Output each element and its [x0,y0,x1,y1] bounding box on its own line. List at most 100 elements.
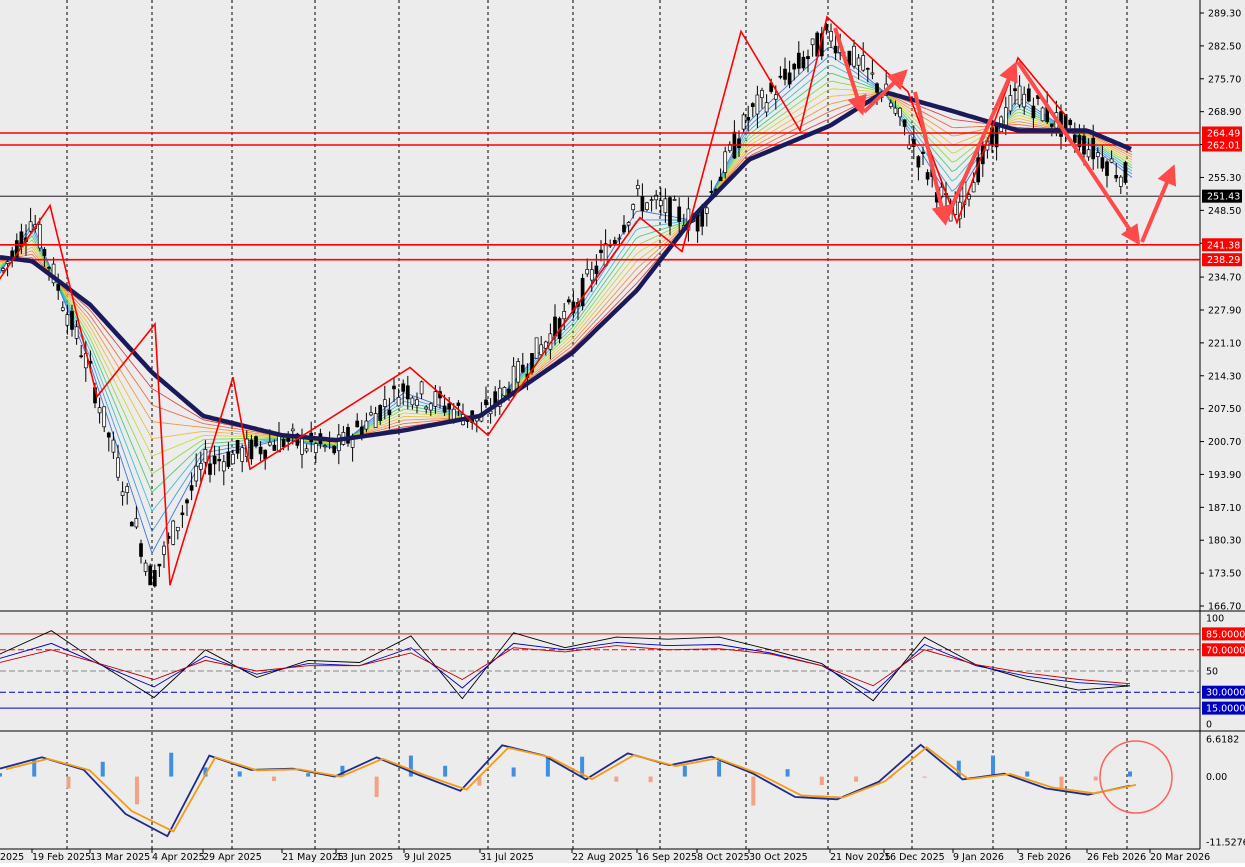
candle [806,49,810,73]
histogram-bar [0,773,2,777]
moving-average [0,89,1132,443]
level-price-tag [1202,253,1242,267]
candle [336,423,341,465]
level-price-tag [1202,126,1242,140]
candle [566,296,571,305]
level-price-label: 238.29 [1207,255,1240,266]
candle [42,247,47,267]
candle [189,472,194,501]
level-price-label: 264.49 [1207,129,1240,140]
candle [645,201,649,212]
oscillator-level-tag [1202,627,1245,641]
candle [778,66,783,80]
x-tick-label: 9 Jul 2025 [404,852,452,863]
candle [392,377,396,403]
level-price-label: 262.01 [1207,140,1240,151]
macd-panel [0,734,1200,849]
histogram-bar [100,761,105,777]
candle [847,50,852,69]
candle [1022,86,1027,115]
candle [139,539,143,564]
histogram-bar [237,771,242,777]
ma-ribbon [0,47,1133,555]
x-tick-label: 8 Oct 2025 [697,852,750,863]
histogram-bar [991,755,996,777]
oscillator-tick-label: 70.0000 [1206,645,1245,656]
candle [134,506,139,530]
ribbon-line [0,91,1133,442]
candle [852,39,856,69]
x-tick-label: 26 Feb 2026 [1087,852,1146,863]
y-tick-label: 234.70 [1208,273,1241,284]
candle [1008,84,1013,115]
histogram-bar [374,776,379,798]
candle [580,273,585,311]
oscillator-lines [0,630,1131,702]
candle [369,405,373,417]
candle [60,301,65,312]
candle [405,375,410,410]
highlight-circle [1099,740,1173,814]
y-tick-label: 255.30 [1208,173,1241,184]
candle [967,192,971,207]
histogram-bar [819,776,824,786]
candle [249,434,254,465]
candle [419,380,424,400]
candle [1017,75,1022,109]
candle [162,541,166,568]
histogram-bar [408,755,413,777]
candle [663,188,668,223]
candle [120,481,125,506]
candle [764,94,769,117]
candle [382,385,387,420]
x-tick-label: 2025 [0,852,24,863]
candle [102,406,107,433]
candle [304,444,309,454]
candle [911,125,916,160]
candle [1031,97,1036,130]
candle [185,498,189,517]
histogram-bar [271,776,276,782]
candle [484,386,488,409]
y-tick-label: 207.50 [1208,404,1241,415]
candle [240,444,245,473]
candle [116,444,120,482]
oscillator-tick-label: 15.0000 [1206,704,1245,715]
candle [783,57,787,86]
candle [364,412,369,433]
oscillator-tick-label: 30.0000 [1206,688,1245,699]
candle [893,100,898,117]
candle [599,240,603,262]
candle [1105,159,1109,188]
candle [640,183,645,219]
candle [1095,147,1100,169]
candle [212,445,217,476]
candle [1118,175,1123,195]
y-tick-label: 187.10 [1208,503,1241,514]
y-tick-label: 282.50 [1208,41,1241,52]
oscillator-level-tag [1202,643,1245,657]
histogram-bar [614,776,619,782]
histogram-bar [1093,776,1098,781]
level-price-tag [1202,238,1242,252]
candle [37,217,42,252]
histogram-bar [203,767,208,777]
x-tick-label: 20 Mar 2026 [1150,852,1210,863]
candle [709,180,714,198]
candle [810,38,815,57]
y-tick-label: 268.90 [1208,107,1241,118]
macd-tick-label: 6.6182 [1206,735,1239,746]
x-tick-label: 21 Nov 2025 [830,852,891,863]
candle [125,483,130,505]
candle [1086,138,1091,161]
y-tick-label: 227.90 [1208,305,1241,316]
candle [258,441,263,462]
candle [626,221,631,234]
candle [870,59,875,80]
candle [74,320,79,345]
histogram-bar [854,776,859,782]
macd-tick-label: -11.5276 [1206,838,1245,849]
candle [865,67,870,83]
candle [221,454,226,486]
